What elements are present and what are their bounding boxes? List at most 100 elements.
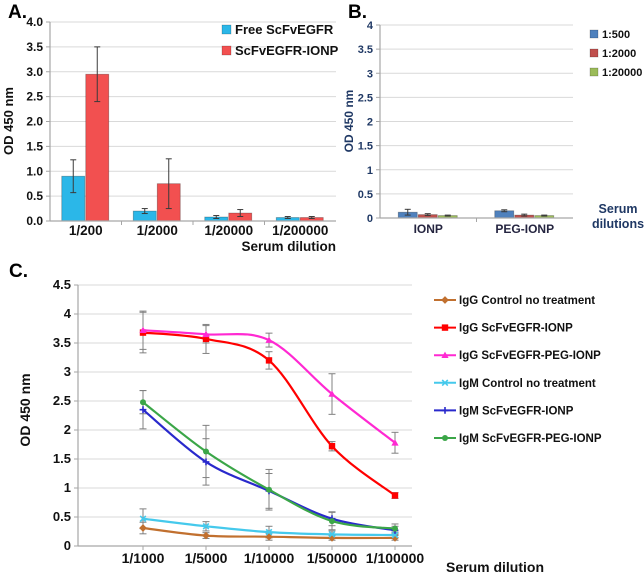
legend-swatch bbox=[221, 45, 232, 56]
y-tick-label: 2 bbox=[367, 117, 373, 129]
legend-swatch bbox=[589, 67, 599, 77]
x-axis-title-line1: Serum bbox=[599, 202, 638, 216]
gridlines bbox=[376, 24, 573, 219]
y-tick-label: 3 bbox=[367, 68, 373, 80]
legend-label: ScFvEGFR-IONP bbox=[235, 43, 339, 58]
y-tick-label: 0.0 bbox=[26, 214, 43, 228]
x-category-label: 1/50000 bbox=[307, 550, 358, 566]
legend-label: IgG ScFvEGFR-PEG-IONP bbox=[459, 350, 601, 362]
y-tick-label: 2 bbox=[64, 422, 71, 437]
y-axis-title: OD 450 nm bbox=[344, 90, 356, 153]
legend-swatch bbox=[589, 29, 599, 39]
legend-marker bbox=[441, 379, 449, 387]
y-tick-label: 1 bbox=[367, 165, 373, 177]
error-bars bbox=[139, 310, 399, 541]
y-tick-label: 3.5 bbox=[53, 335, 71, 350]
legend-label: IgM ScFvEGFR-IONP bbox=[459, 405, 574, 417]
y-tick-label: 1.5 bbox=[358, 141, 373, 153]
panel-a-chart: 0.0 0.5 1.0 1.5 2.0 2.5 3.0 3.5 4.0 1/200 1/2000 1/… bbox=[0, 0, 344, 258]
x-category-label: 1/1000 bbox=[122, 550, 165, 566]
y-tick-label: 3.5 bbox=[358, 44, 373, 56]
y-tick-label: 1.0 bbox=[26, 164, 43, 178]
marker-circle bbox=[140, 399, 146, 406]
legend-label: Free ScFvEGFR bbox=[235, 22, 334, 37]
legend-label: 1:2000 bbox=[602, 48, 636, 60]
gridlines bbox=[74, 284, 412, 547]
legend-marker bbox=[442, 435, 448, 441]
x-category-label: 1/200 bbox=[69, 223, 103, 238]
y-axis-title: OD 450 nm bbox=[17, 373, 33, 446]
panel-c-label: C. bbox=[9, 261, 28, 282]
y-tick-label: 2.0 bbox=[26, 115, 43, 129]
y-tick-label: 0.5 bbox=[53, 509, 71, 524]
y-tick-label: 4 bbox=[367, 20, 374, 32]
bars bbox=[397, 210, 555, 219]
x-axis-title-line2: dilutions bbox=[592, 217, 644, 231]
x-category-label: 1/20000 bbox=[204, 223, 253, 238]
marker-square bbox=[265, 357, 273, 364]
legend-label: IgM ScFvEGFR-PEG-IONP bbox=[459, 433, 602, 445]
x-category-label: PEG-IONP bbox=[495, 222, 554, 236]
marker-diamond bbox=[139, 524, 147, 532]
marker-triangle bbox=[391, 439, 399, 446]
y-tick-label: 0 bbox=[367, 213, 373, 225]
legend: IgG Control no treatment IgG ScFvEGFR-ION… bbox=[434, 295, 602, 445]
marker-triangle bbox=[139, 326, 147, 333]
marker-square bbox=[391, 492, 399, 499]
panel-b-chart: 0 0.5 1 1.5 2 2.5 3 3.5 4 IONP PEG-IONP OD 450 nm Se… bbox=[342, 0, 644, 258]
legend-swatch bbox=[589, 48, 599, 58]
y-tick-label: 1.5 bbox=[53, 451, 71, 466]
panel-a-svg: 0.0 0.5 1.0 1.5 2.0 2.5 3.0 3.5 4.0 1/200 1/2000 1/… bbox=[1, 15, 339, 254]
x-category-label: 1/200000 bbox=[272, 223, 328, 238]
legend-marker bbox=[441, 296, 449, 304]
error-bars bbox=[404, 208, 548, 217]
panel-b-label: B. bbox=[348, 2, 367, 23]
x-axis-title: Serum dilution bbox=[446, 559, 544, 575]
y-tick-label: 3 bbox=[64, 364, 71, 379]
legend-label: IgG Control no treatment bbox=[459, 295, 595, 307]
y-tick-label: 0 bbox=[64, 538, 71, 553]
marker-square bbox=[202, 335, 210, 343]
legend-label: IgG ScFvEGFR-IONP bbox=[459, 323, 573, 335]
legend-label: 1:500 bbox=[602, 29, 630, 41]
panel-a-label: A. bbox=[8, 2, 27, 23]
x-category-label: IONP bbox=[414, 222, 443, 236]
y-tick-label: 4.0 bbox=[26, 15, 43, 29]
y-tick-label: 2.5 bbox=[26, 90, 43, 104]
y-tick-label: 3.0 bbox=[26, 65, 43, 79]
marker-circle bbox=[392, 525, 398, 532]
marker-x bbox=[265, 528, 273, 536]
legend-label: 1:20000 bbox=[602, 67, 642, 79]
y-tick-label: 3.5 bbox=[26, 40, 43, 54]
y-tick-label: 0.5 bbox=[358, 189, 373, 201]
panel-c-chart: 0 0.5 1 1.5 2 2.5 3 3.5 4 4.5 1/1000 1/5000 1/10000 1… bbox=[0, 258, 644, 583]
panel-c-svg: 0 0.5 1 1.5 2 2.5 3 3.5 4 4.5 1/1000 1/5000 1/10000 1… bbox=[17, 277, 602, 575]
x-category-label: 1/100000 bbox=[366, 550, 425, 566]
legend-marker bbox=[441, 351, 449, 358]
error-bars bbox=[70, 46, 315, 220]
y-tick-label: 1 bbox=[64, 480, 71, 495]
y-tick-label: 2.5 bbox=[358, 92, 373, 104]
marker-triangle bbox=[265, 336, 273, 343]
x-category-label: 1/10000 bbox=[244, 550, 295, 566]
legend: Free ScFvEGFR ScFvEGFR-IONP bbox=[221, 22, 339, 58]
marker-plus bbox=[202, 458, 210, 466]
marker-circle bbox=[266, 486, 272, 493]
legend: 1:500 1:2000 1:20000 bbox=[589, 29, 642, 79]
y-axis-title: OD 450 nm bbox=[1, 87, 16, 155]
x-category-label: 1/5000 bbox=[185, 550, 228, 566]
y-tick-label: 4.5 bbox=[53, 277, 71, 292]
marker-plus bbox=[139, 406, 147, 414]
marker-circle bbox=[329, 518, 335, 525]
marker-square bbox=[328, 443, 336, 450]
marker-triangle bbox=[328, 390, 336, 397]
legend-marker bbox=[441, 407, 449, 414]
marker-x bbox=[328, 531, 336, 538]
panel-b-svg: 0 0.5 1 1.5 2 2.5 3 3.5 4 IONP PEG-IONP OD 450 nm Se… bbox=[342, 20, 644, 236]
x-axis-title: Serum dilution bbox=[242, 239, 337, 254]
marker-x bbox=[139, 515, 147, 523]
y-tick-label: 4 bbox=[64, 306, 72, 321]
y-tick-label: 2.5 bbox=[53, 393, 71, 408]
marker-triangle bbox=[202, 330, 210, 338]
